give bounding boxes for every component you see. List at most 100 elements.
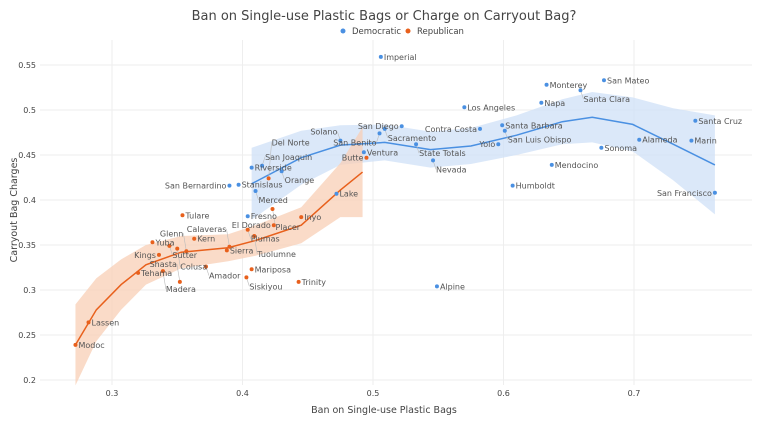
- point-nevada: [431, 158, 436, 163]
- point-label: Siskiyou: [249, 282, 282, 291]
- point-label: Marin: [694, 137, 716, 146]
- point-label: Solano: [310, 128, 337, 137]
- label-leader-line: [183, 233, 187, 252]
- y-tick-label: 0.45: [18, 151, 36, 160]
- point-santa-clara: [578, 88, 583, 93]
- y-tick-label: 0.35: [18, 241, 36, 250]
- point-state-totals: [414, 142, 419, 147]
- x-tick-label: 0.7: [628, 389, 641, 398]
- point-label: Yolo: [478, 140, 495, 149]
- point-yuba: [150, 240, 155, 245]
- point-label: Yuba: [154, 238, 174, 247]
- y-axis-label: Carryout Bag Charges: [9, 158, 20, 263]
- point-label: Inyo: [304, 213, 321, 222]
- point-placer: [270, 207, 275, 211]
- point-label: Imperial: [384, 53, 417, 62]
- point-shasta: [177, 279, 182, 284]
- point-label: Monterey: [550, 81, 588, 90]
- point-san-benito: [377, 131, 382, 136]
- point-marin: [689, 138, 694, 143]
- chart-title: Ban on Single-use Plastic Bags or Charge…: [192, 9, 577, 24]
- x-tick-label: 0.3: [106, 389, 119, 398]
- point-alameda: [637, 137, 642, 142]
- point-kings: [156, 252, 161, 257]
- legend-marker-republican: [405, 28, 411, 34]
- point-label: Nevada: [436, 165, 467, 174]
- label-leader-line: [226, 228, 230, 247]
- point-label: San Benito: [333, 138, 376, 147]
- point-label: Trinity: [301, 278, 327, 287]
- point-sutter: [167, 243, 172, 248]
- point-fresno: [245, 214, 250, 219]
- point-label: Tuolumne: [256, 250, 296, 259]
- point-alpine: [434, 284, 439, 289]
- point-san-joaquin: [260, 163, 265, 168]
- x-tick-label: 0.4: [236, 389, 249, 398]
- point-label: Calaveras: [187, 225, 227, 234]
- point-label: Colusa: [180, 263, 207, 272]
- point-label: Alpine: [440, 282, 465, 291]
- point-label: Riverside: [255, 164, 292, 173]
- point-imperial: [378, 54, 383, 59]
- point-label: Sutter: [172, 251, 197, 260]
- point-san-francisco: [712, 190, 717, 195]
- point-modoc: [73, 342, 78, 347]
- point-san-mateo: [601, 78, 606, 83]
- point-label: Tehama: [140, 269, 172, 278]
- democratic-confidence-band: [251, 92, 715, 220]
- point-lassen: [86, 320, 91, 325]
- point-madera: [160, 269, 165, 274]
- y-tick-label: 0.55: [18, 61, 36, 70]
- point-san-diego: [399, 124, 404, 129]
- y-tick-label: 0.3: [23, 286, 36, 295]
- point-label: Shasta: [150, 260, 177, 269]
- legend-democratic[interactable]: Democratic: [352, 27, 401, 37]
- point-label: San Bernardino: [165, 182, 227, 191]
- point-label: San Luis Obispo: [508, 136, 572, 145]
- point-kern: [192, 236, 197, 241]
- point-label: Plumas: [251, 235, 280, 244]
- legend[interactable]: Democratic Republican: [340, 27, 464, 37]
- point-santa-barbara: [500, 123, 505, 128]
- legend-republican[interactable]: Republican: [417, 27, 464, 37]
- point-colusa: [175, 246, 180, 251]
- point-label: State Totals: [419, 149, 466, 158]
- point-monterey: [544, 82, 549, 87]
- point-label: Butte: [342, 154, 364, 163]
- point-butte: [364, 155, 369, 160]
- y-tick-label: 0.2: [23, 376, 36, 385]
- point-el-dorado: [271, 223, 276, 228]
- point-label: Alameda: [642, 136, 677, 145]
- point-yolo: [496, 142, 501, 147]
- point-los-angeles: [462, 105, 467, 110]
- point-glenn: [184, 249, 189, 254]
- republican-fit-line: [74, 171, 364, 346]
- point-label: Lake: [339, 190, 358, 199]
- point-mariposa: [249, 267, 254, 272]
- point-label: Santa Barbara: [505, 121, 563, 130]
- point-label: Napa: [544, 99, 565, 108]
- point-amador: [203, 264, 208, 269]
- point-label: Orange: [285, 176, 315, 185]
- label-leader-line: [176, 248, 181, 267]
- point-label: Madera: [166, 285, 196, 294]
- x-axis-label: Ban on Single-use Plastic Bags: [311, 405, 457, 416]
- point-solano: [338, 138, 343, 143]
- label-leader-line: [176, 263, 181, 282]
- point-orange: [279, 169, 284, 174]
- point-san-bernardino: [227, 183, 232, 188]
- label-leader-line: [162, 271, 167, 290]
- x-tick-label: 0.5: [367, 389, 380, 398]
- point-label: El Dorado: [232, 221, 271, 230]
- point-label: Santa Clara: [583, 95, 630, 104]
- point-trinity: [296, 279, 301, 284]
- point-label: San Francisco: [657, 189, 712, 198]
- point-tulare: [180, 213, 185, 218]
- point-san-luis-obispo: [502, 128, 507, 133]
- point-label: Sacramento: [388, 134, 436, 143]
- y-tick-label: 0.4: [23, 196, 36, 205]
- y-tick-label: 0.5: [23, 106, 36, 115]
- point-label: Tulare: [184, 211, 209, 220]
- point-label: Kings: [134, 251, 156, 260]
